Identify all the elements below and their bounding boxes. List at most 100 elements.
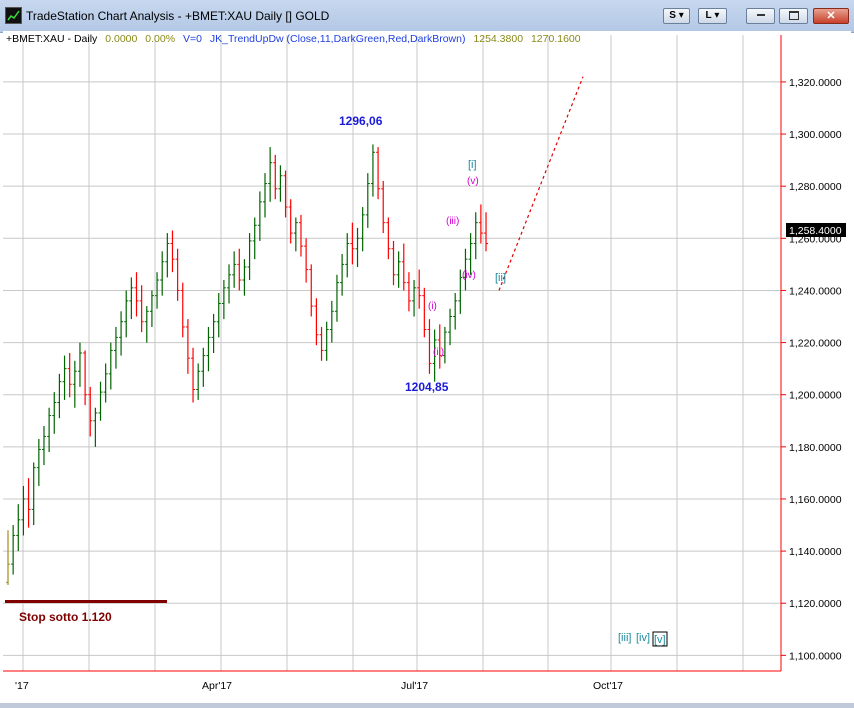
indicator-label: JK_TrendUpDw (Close,11,DarkGreen,Red,Dar… [210, 33, 466, 45]
ohlc-bar [175, 248, 180, 301]
ohlc-bar [288, 199, 293, 244]
price-tick-label: 1,320.0000 [789, 77, 842, 89]
price-chart[interactable]: +BMET:XAU - Daily 0.0000 0.00% V=0 JK_Tr… [3, 31, 851, 703]
ohlc-bar [309, 264, 314, 317]
indicator-value-2: 1270.1600 [531, 33, 581, 45]
ohlc-bar [237, 248, 242, 291]
ohlc-bar [47, 407, 52, 453]
ohlc-bar [201, 347, 206, 387]
wave-iv-bracket: [iv] [636, 632, 650, 644]
title-bar[interactable]: TradeStation Chart Analysis - +BMET:XAU … [0, 0, 854, 33]
ohlc-bar [77, 342, 82, 387]
chart-app-icon [5, 7, 22, 24]
ohlc-bar [185, 319, 190, 374]
ohlc-bar [247, 233, 252, 281]
ohlc-bar [376, 147, 381, 200]
time-label-jan: '17 [15, 680, 29, 692]
ohlc-bar [144, 306, 149, 343]
ohlc-bar [252, 217, 257, 260]
projection-line [498, 76, 584, 291]
ohlc-bar [170, 230, 175, 273]
style-l-button[interactable]: L ▾ [698, 8, 727, 24]
ohlc-bar [129, 277, 134, 320]
ohlc-bar [273, 154, 278, 200]
ohlc-bar [473, 212, 478, 260]
l-button-label: L [705, 10, 712, 21]
maximize-icon [788, 10, 799, 20]
maximize-button[interactable] [779, 8, 808, 24]
indicator-value-1: 1254.3800 [473, 33, 523, 45]
wave-iii-bracket: [iii] [618, 632, 631, 644]
ohlc-bar [263, 173, 267, 218]
ohlc-bar [113, 326, 118, 369]
ohlc-bar [108, 342, 113, 390]
wave-ii-label: (ii) [433, 347, 444, 358]
price-tick-label: 1,120.0000 [789, 598, 842, 610]
volume-value: V=0 [183, 33, 202, 45]
chart-area[interactable]: +BMET:XAU - Daily 0.0000 0.00% V=0 JK_Tr… [3, 31, 851, 703]
wave-v-bracket: [v] [654, 634, 666, 646]
ohlc-bar [412, 280, 417, 317]
style-s-button[interactable]: S ▾ [663, 8, 690, 24]
price-tick-label: 1,220.0000 [789, 338, 842, 350]
ohlc-bar [232, 251, 237, 288]
wave-ii-bracket: [ii] [495, 272, 506, 284]
ohlc-bar [293, 217, 298, 252]
ohlc-bar [221, 280, 226, 320]
ohlc-bar [463, 248, 468, 291]
ohlc-bar [165, 233, 170, 278]
ohlc-bar [139, 285, 144, 333]
price-tick-label: 1,100.0000 [789, 650, 842, 662]
time-axis: '17 Apr'17 Jul'17 Oct'17 [15, 680, 623, 692]
ohlc-bar [62, 355, 67, 400]
ohlc-bar [442, 326, 447, 364]
ohlc-bar [283, 170, 288, 218]
ohlc-bar [453, 293, 458, 330]
ohlc-bar [83, 350, 88, 406]
ohlc-bar [93, 407, 98, 447]
ohlc-bar [155, 272, 160, 309]
time-label-oct: Oct'17 [593, 680, 623, 692]
ohlc-bar [437, 324, 442, 369]
minimize-icon [756, 14, 765, 17]
ohlc-bar [196, 363, 201, 400]
ohlc-bar [227, 264, 232, 304]
close-button[interactable]: ✕ [813, 8, 849, 24]
price-tick-label: 1,180.0000 [789, 442, 842, 454]
ohlc-bar [324, 321, 329, 361]
ohlc-bar [329, 300, 334, 343]
dropdown-arrow-icon: ▾ [711, 10, 720, 21]
ohlc-bar [448, 308, 453, 346]
ohlc-bar [386, 217, 391, 260]
ohlc-bar [365, 173, 370, 228]
ohlc-bar [396, 251, 401, 288]
wave-v-label: (v) [467, 176, 479, 187]
ohlc-bar [160, 251, 165, 296]
ohlc-bar [98, 381, 103, 421]
ohlc-bar [350, 222, 355, 265]
ohlc-bar [57, 373, 62, 419]
ohlc-bar [422, 287, 427, 338]
ohlc-bar [257, 191, 262, 241]
ohlc-bar [103, 363, 108, 403]
ohlc-bar [381, 180, 386, 234]
svg-text:+BMET:XAU - Daily 0.00: +BMET:XAU - Daily 0.0000 0.00% V=0 JK_Tr… [6, 33, 581, 45]
ohlc-bar [72, 360, 77, 408]
ohlc-bars [6, 144, 489, 585]
dropdown-arrow-icon: ▾ [675, 10, 684, 21]
ohlc-bar [191, 347, 196, 403]
ohlc-bar [278, 165, 283, 202]
ohlc-bar [334, 274, 339, 322]
stop-label: Stop sotto 1.120 [19, 610, 112, 624]
price-tick-label: 1,200.0000 [789, 390, 842, 402]
current-price-label: 1,258.4000 [789, 225, 842, 237]
price-tick-label: 1,280.0000 [789, 181, 842, 193]
ohlc-bar [370, 144, 375, 197]
ohlc-bar [11, 525, 16, 575]
ohlc-bar [314, 298, 319, 346]
minimize-button[interactable] [746, 8, 775, 24]
ohlc-bar [468, 233, 473, 275]
ohlc-bar [304, 238, 309, 283]
ohlc-bar [21, 485, 26, 536]
